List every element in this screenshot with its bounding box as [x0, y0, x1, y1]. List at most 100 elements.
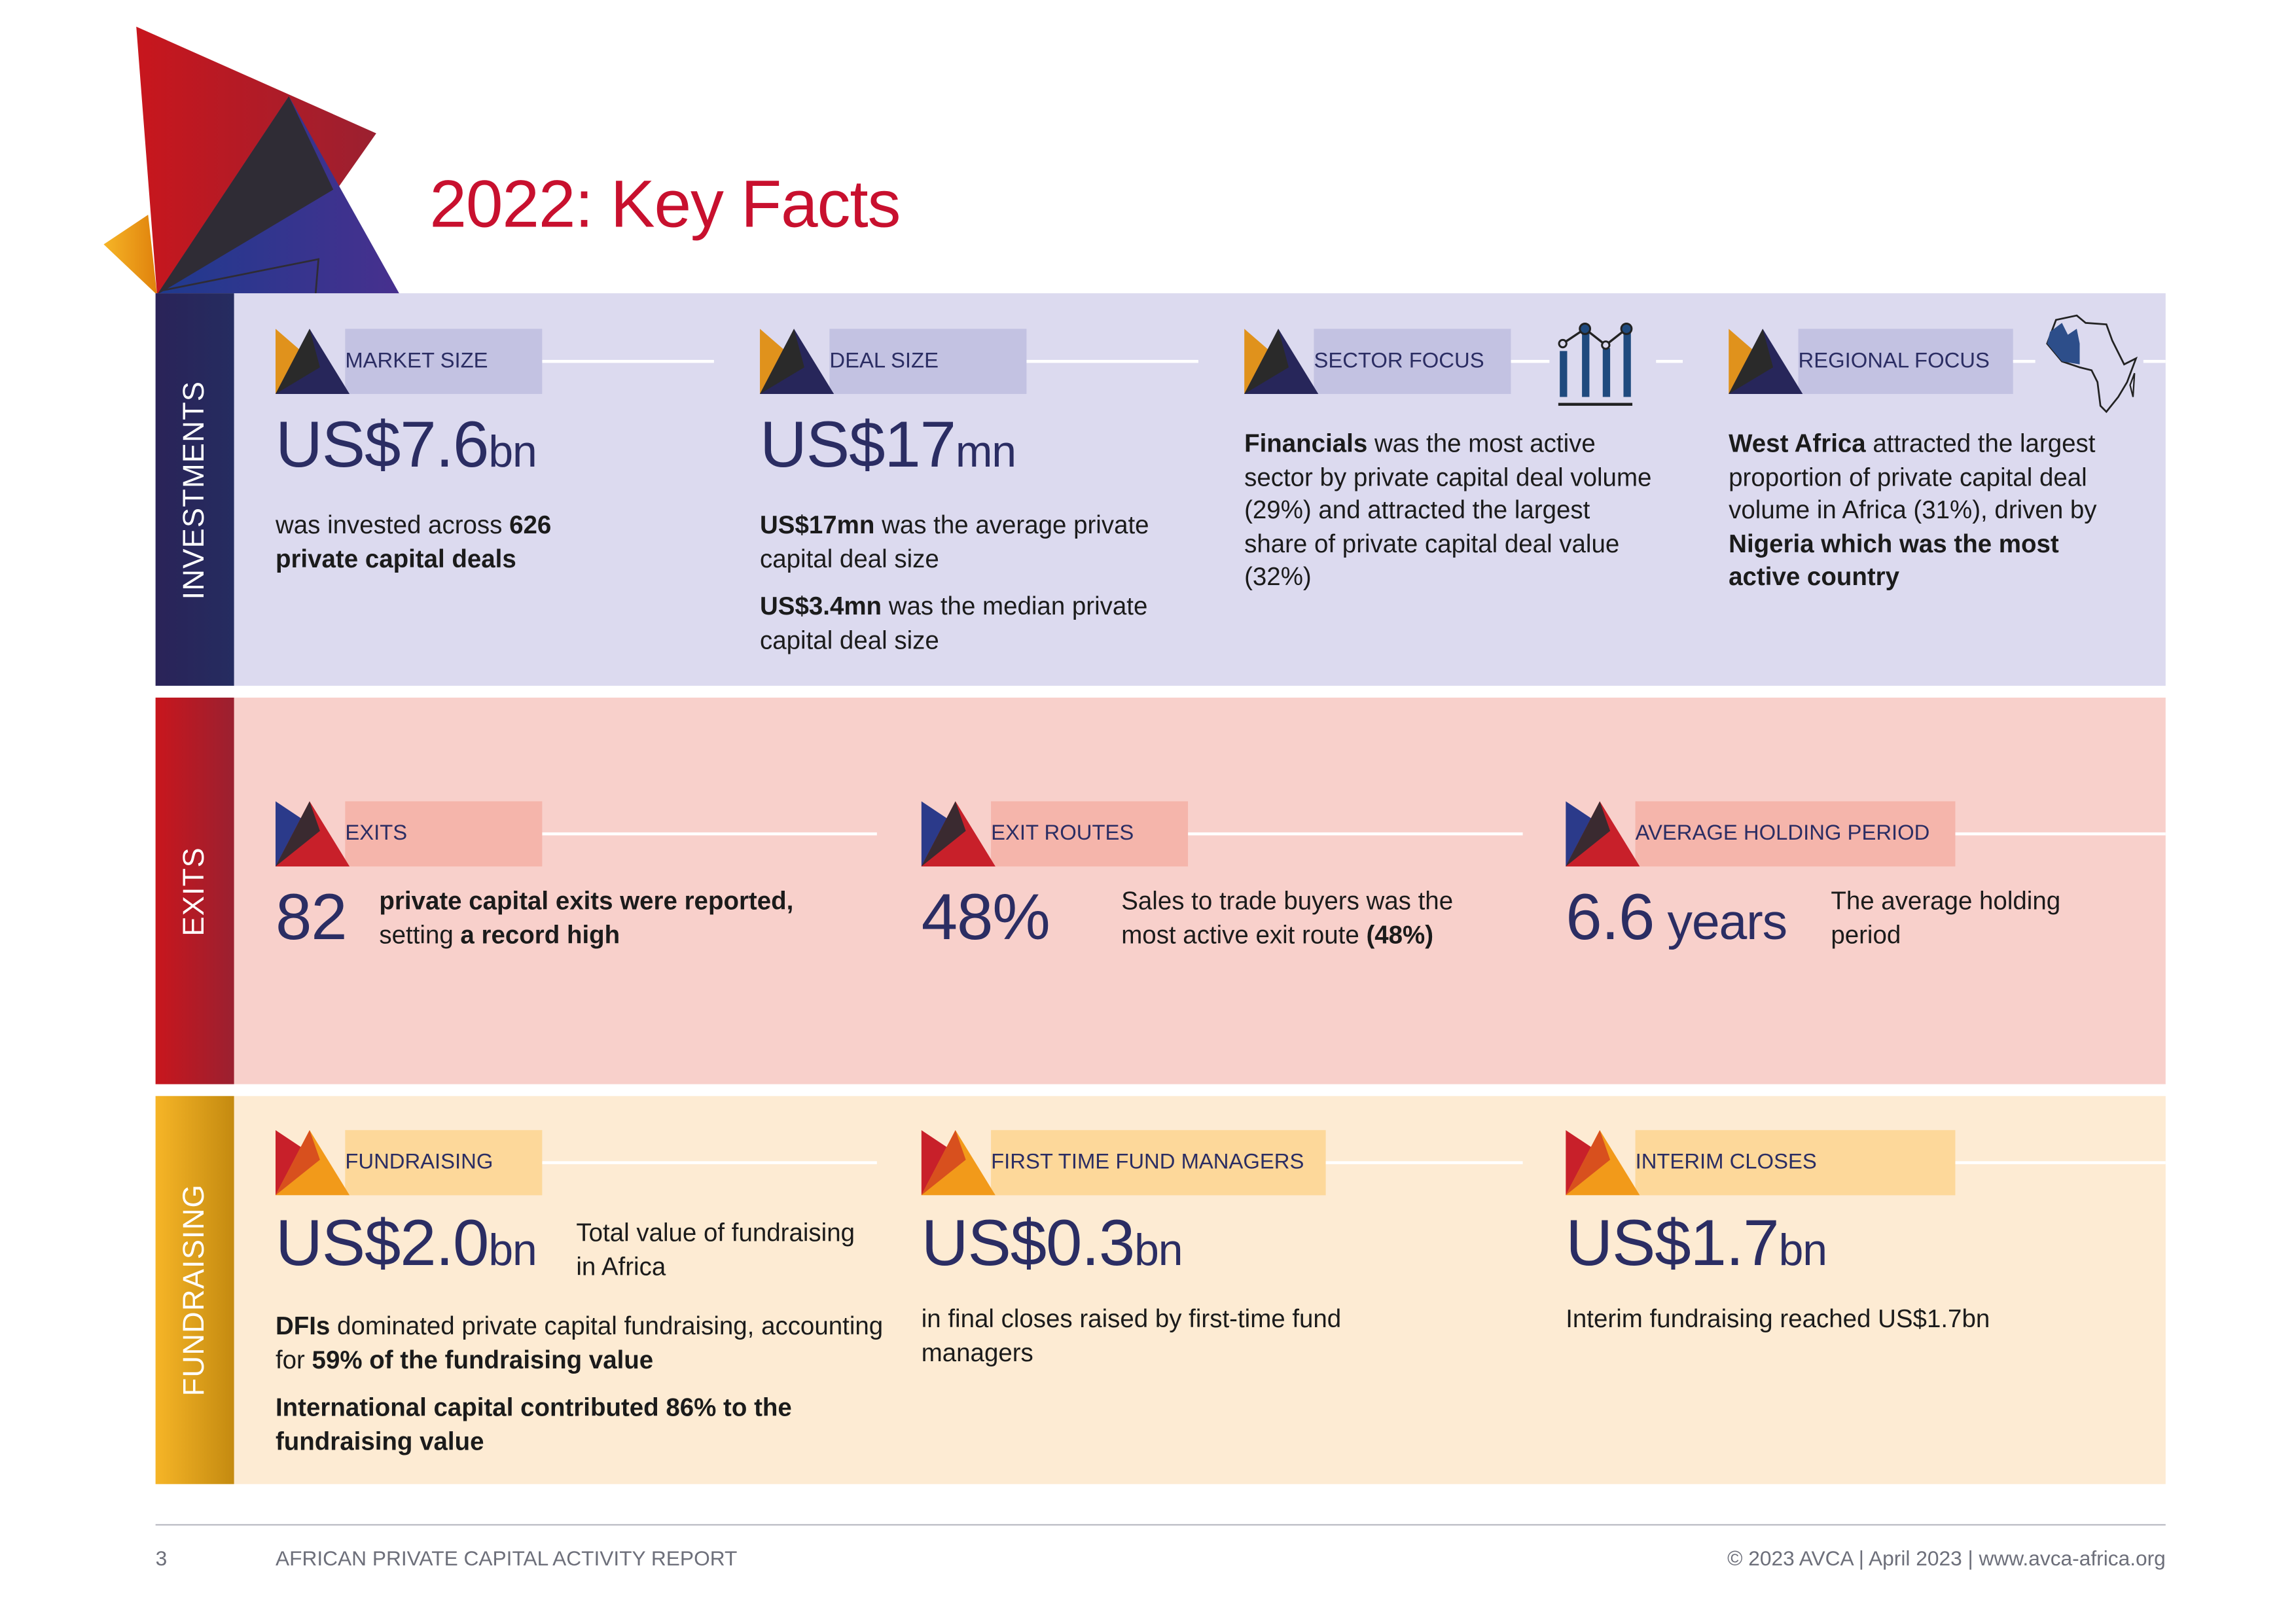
text-bold: Nigeria which was the most active countr… — [1729, 529, 2059, 592]
text: was the average private capital deal siz… — [760, 510, 1149, 573]
fundraising-side-text: Total value of fundraising in Africa — [576, 1219, 855, 1281]
international-capital-text: International capital contributed 86% to… — [275, 1393, 792, 1455]
tag-sector-focus: SECTOR FOCUS — [1244, 329, 1511, 395]
triangle-icon — [1729, 329, 1803, 395]
divider — [1511, 359, 1550, 363]
unit: bn — [1134, 1226, 1183, 1275]
tag-average-holding-period: AVERAGE HOLDING PERIOD — [1566, 801, 1956, 866]
text: was the most active sector by private ca… — [1244, 429, 1652, 592]
triangle-icon — [921, 801, 996, 866]
fundraising-side-label: FUNDRAISING — [155, 1096, 234, 1484]
first-time-text: in final closes raised by first-time fun… — [921, 1304, 1342, 1366]
exits-count: 82 — [275, 881, 348, 954]
triangle-icon — [1566, 801, 1640, 866]
divider — [1955, 832, 2166, 836]
interim-value: US$1.7bn — [1566, 1207, 1827, 1281]
text-bold: 59% of the fundraising value — [312, 1346, 654, 1374]
report-name: AFRICAN PRIVATE CAPITAL ACTIVITY REPORT — [275, 1546, 738, 1570]
text: was invested across — [275, 510, 510, 539]
exit-routes-text: Sales to trade buyers was the most activ… — [1121, 885, 1514, 952]
sector-focus-text: Financials was the most active sector by… — [1244, 428, 1659, 595]
text: Sales to trade buyers was the most activ… — [1121, 887, 1454, 949]
divider — [1656, 359, 1683, 363]
divider — [1026, 359, 1198, 363]
exits-text: private capital exits were reported, sett… — [379, 885, 882, 952]
value: US$0.3 — [921, 1207, 1136, 1280]
triangle-icon — [275, 329, 350, 395]
tag-label: INTERIM CLOSES — [1635, 1150, 1817, 1175]
holding-period-text: The average holding period — [1831, 887, 2061, 949]
text: dominated private capital fundraising, a… — [275, 1312, 884, 1374]
copyright: © 2023 AVCA | April 2023 | www.avca-afri… — [1727, 1546, 2166, 1570]
regional-focus-text: West Africa attracted the largest propor… — [1729, 428, 2136, 595]
holding-period-value: 6.6 years — [1566, 882, 1787, 955]
triangle-icon — [760, 329, 834, 395]
triangle-icon — [921, 1130, 996, 1196]
triangle-icon — [275, 801, 350, 866]
text-bold: (48%) — [1366, 920, 1434, 949]
bar-chart-icon — [1558, 323, 1633, 406]
text: setting — [379, 920, 461, 949]
tag-fundraising: FUNDRAISING — [275, 1130, 543, 1196]
dfi-text: DFIs dominated private capital fundraisi… — [276, 1311, 905, 1378]
section-label: EXITS — [177, 846, 211, 936]
exits-section: EXITS — [155, 697, 2166, 1084]
tag-interim-closes: INTERIM CLOSES — [1566, 1130, 1956, 1196]
divider — [1955, 1161, 2166, 1164]
text-bold: DFIs — [275, 1312, 331, 1341]
value: US$17 — [760, 408, 956, 482]
triangle-icon — [1244, 329, 1319, 395]
tag-deal-size: DEAL SIZE — [760, 329, 1027, 395]
value: US$1.7 — [1566, 1207, 1780, 1280]
market-size-value: US$7.6bn — [276, 409, 537, 483]
investments-side-label: INVESTMENTS — [155, 293, 234, 686]
tag-label: REGIONAL FOCUS — [1798, 349, 1990, 374]
first-time-value: US$0.3bn — [922, 1207, 1183, 1281]
tag-first-time-fund-managers: FIRST TIME FUND MANAGERS — [921, 1130, 1326, 1196]
unit: years — [1654, 894, 1787, 951]
tag-label: FIRST TIME FUND MANAGERS — [991, 1150, 1304, 1175]
text: was the median private capital deal size — [760, 592, 1148, 654]
text-bold: Financials — [1244, 429, 1368, 458]
tag-market-size: MARKET SIZE — [275, 329, 543, 395]
tag-label: EXIT ROUTES — [991, 822, 1134, 846]
text-bold: private capital deals — [275, 544, 516, 573]
tag-label: EXITS — [345, 822, 408, 846]
tag-label: DEAL SIZE — [829, 349, 939, 374]
africa-map-icon — [2046, 314, 2138, 414]
unit: bn — [1778, 1226, 1827, 1275]
unit: bn — [488, 1226, 537, 1275]
market-size-text: was invested across 626 private capital d… — [276, 510, 720, 577]
tag-label: SECTOR FOCUS — [1314, 349, 1484, 374]
footer-divider — [155, 1524, 2166, 1526]
unit: bn — [488, 428, 537, 477]
exit-routes-value: 48% — [921, 881, 1050, 954]
divider — [542, 832, 877, 836]
fundraising-value: US$2.0bn — [276, 1207, 537, 1281]
tag-exits: EXITS — [275, 801, 543, 866]
tag-exit-routes: EXIT ROUTES — [921, 801, 1189, 866]
deal-size-value: US$17mn — [760, 409, 1016, 483]
interim-text: Interim fundraising reached US$1.7bn — [1566, 1304, 1990, 1333]
avca-logo-icon — [103, 26, 401, 295]
text-bold: West Africa — [1729, 429, 1866, 458]
section-label: FUNDRAISING — [177, 1184, 211, 1397]
value: 6.6 — [1566, 881, 1655, 954]
divider — [1188, 832, 1523, 836]
unit: mn — [955, 428, 1016, 477]
tag-label: MARKET SIZE — [345, 349, 488, 374]
page-title: 2022: Key Facts — [429, 166, 901, 241]
exits-side-label: EXITS — [155, 697, 234, 1084]
text-bold: US$17mn — [760, 510, 875, 539]
deal-count: 626 — [509, 510, 552, 539]
section-label: INVESTMENTS — [177, 380, 211, 599]
tag-label: FUNDRAISING — [345, 1150, 493, 1175]
text-bold: a record high — [460, 920, 620, 949]
divider — [542, 1161, 877, 1164]
text-bold: private capital exits were reported, — [379, 887, 794, 916]
deal-size-median: US$3.4mn was the median private capital … — [760, 591, 1189, 658]
tag-label: AVERAGE HOLDING PERIOD — [1635, 822, 1930, 846]
tag-regional-focus: REGIONAL FOCUS — [1729, 329, 2013, 395]
deal-size-average: US$17mn was the average private capital … — [760, 510, 1201, 577]
